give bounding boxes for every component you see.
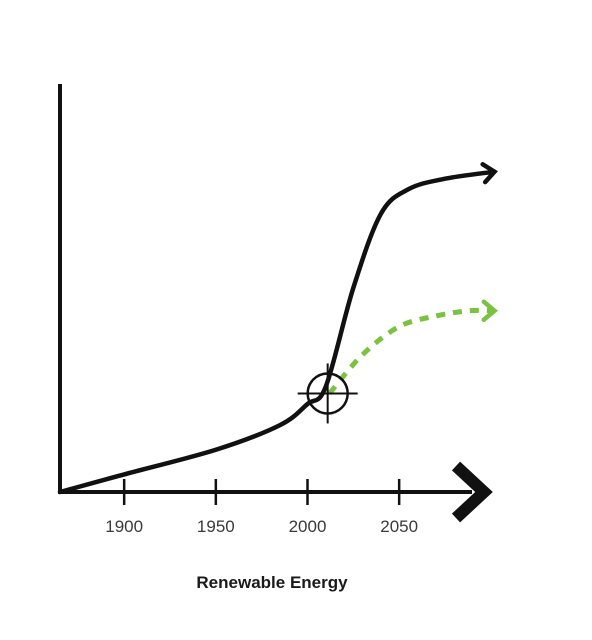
x-tick-label-1950: 1950 [197, 517, 235, 536]
solid-series-arrowhead [480, 162, 498, 185]
dotted-series-line [327, 307, 495, 396]
annotation-layer [297, 363, 358, 424]
x-axis-ticks: 1900 1950 2000 2050 [105, 479, 418, 536]
series-layer [57, 162, 498, 495]
x-tick-label-2000: 2000 [289, 517, 327, 536]
x-axis-title: Renewable Energy [196, 573, 348, 592]
dotted-series-arrowhead [481, 299, 498, 322]
x-axis-arrowhead [451, 461, 493, 523]
x-tick-label-2050: 2050 [380, 517, 418, 536]
crosshair-target-icon [297, 363, 358, 424]
solid-series-line [57, 169, 497, 495]
x-tick-label-1900: 1900 [105, 517, 143, 536]
